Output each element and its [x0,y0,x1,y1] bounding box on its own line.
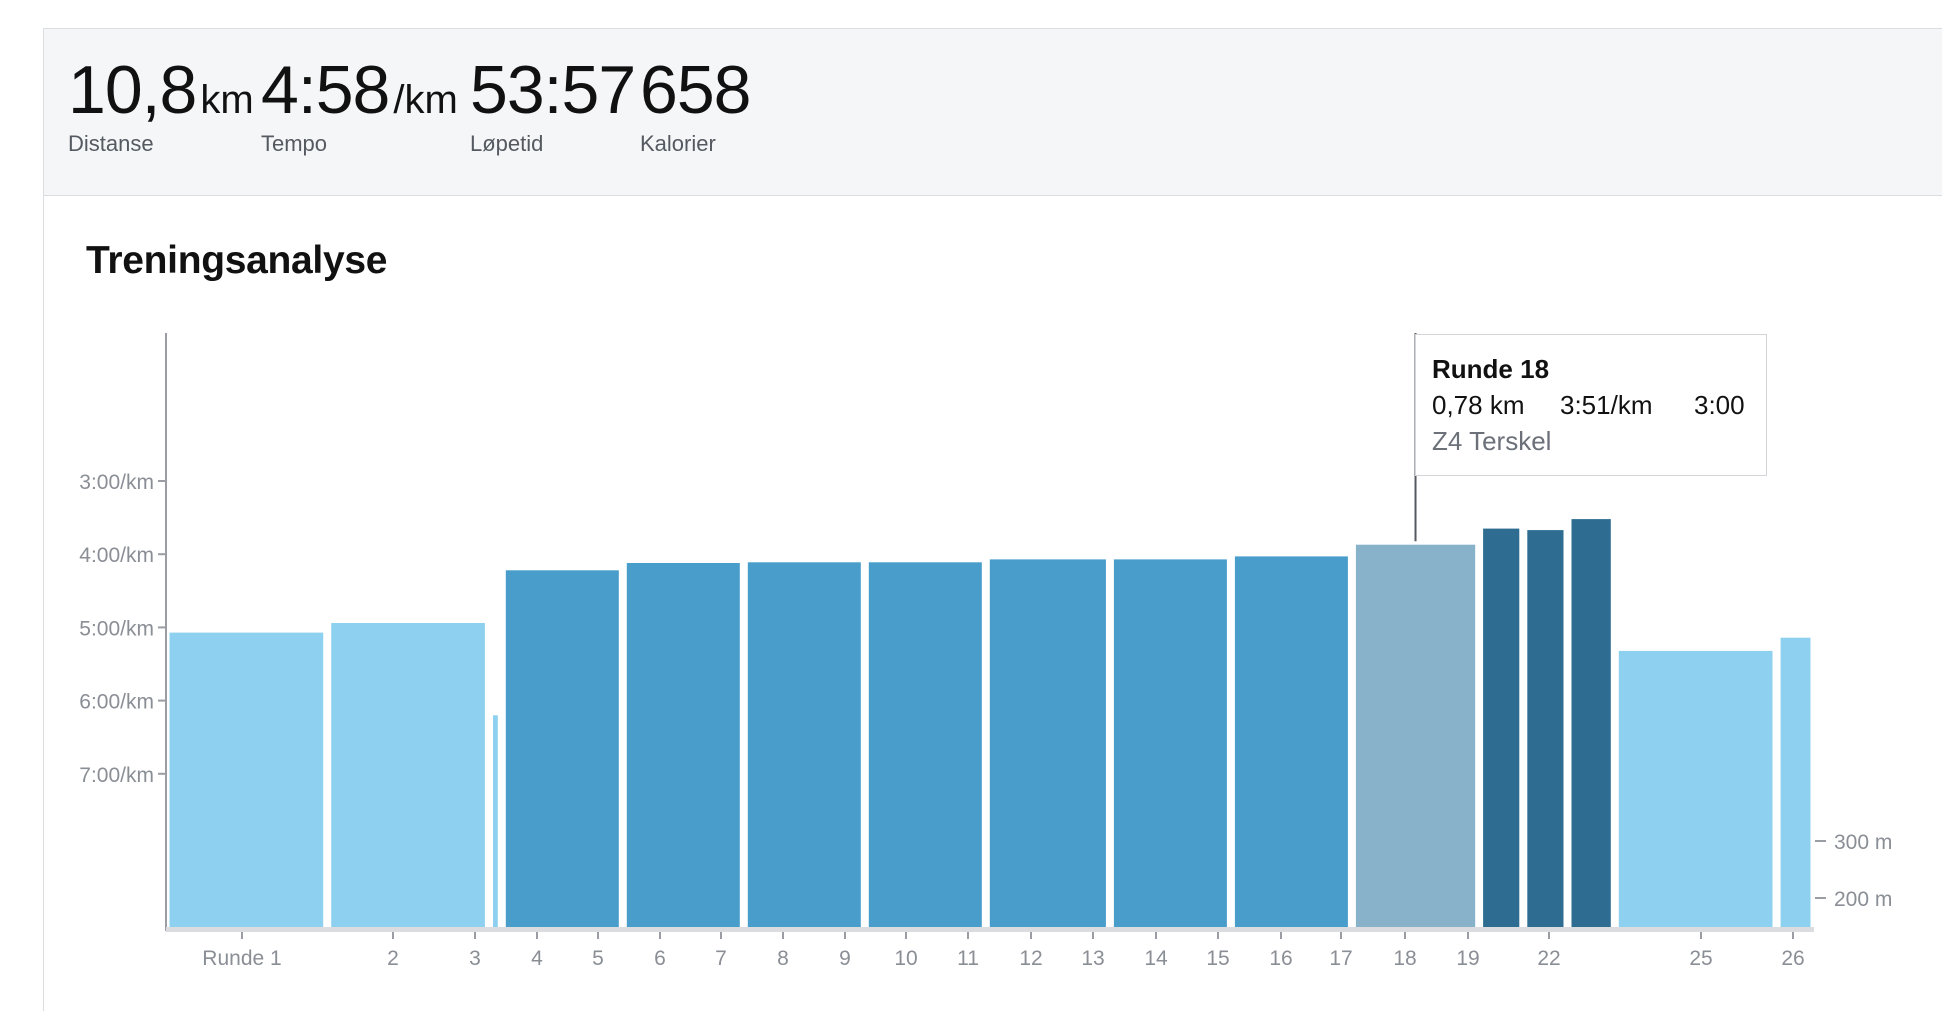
x-tick-label: 16 [1269,947,1292,970]
lap-bar-15[interactable] [1615,647,1776,931]
x-tick-label: 26 [1781,947,1804,970]
y-tick-label: 4:00/km [79,544,154,567]
tooltip-time: 3:00 [1694,390,1745,420]
distance-value: 10,8 [68,52,197,128]
x-tick-label: 17 [1329,947,1352,970]
stat-calories: 658 Kalorier [640,51,751,157]
stat-distance: 10,8 km Distanse [68,51,254,157]
distance-label: Distanse [68,131,154,156]
x-tick-label: Runde 1 [202,947,281,970]
x-tick-label: 5 [592,947,604,970]
y-tick-label: 7:00/km [79,764,154,787]
summary-stats: 10,8 km Distanse 4:58 /km Tempo 53:57 Lø… [44,29,1942,196]
x-tick-label: 3 [469,947,481,970]
lap-tooltip: Runde 18 0,78 km 3:51/km 3:00 Z4 Terskel [1415,334,1767,476]
calories-value: 658 [640,52,751,128]
x-tick-label: 19 [1456,947,1479,970]
stat-pace: 4:58 /km Tempo [261,51,458,157]
duration-label: Løpetid [470,131,544,156]
elevation-tick-label: 300 m [1834,831,1892,854]
x-tick-label: 15 [1206,947,1229,970]
lap-bar-14[interactable] [1568,516,1614,931]
lap-bar-13[interactable] [1524,527,1567,931]
x-tick-label: 13 [1081,947,1104,970]
lap-bar-16[interactable] [1777,634,1814,931]
distance-unit: km [200,78,254,122]
tooltip-zone: Z4 Terskel [1432,426,1552,456]
tooltip-distance: 0,78 km [1432,390,1525,420]
x-tick-label: 4 [531,947,543,970]
lap-bar-1[interactable] [166,629,327,931]
x-tick-label: 6 [654,947,666,970]
x-tick-label: 14 [1144,947,1168,970]
y-tick-label: 3:00/km [79,471,154,494]
x-tick-label: 11 [957,947,979,970]
pace-unit: /km [393,78,458,122]
lap-bar-12[interactable] [1480,525,1523,931]
x-axis-baseline [166,927,1814,932]
section-title: Treningsanalyse [86,239,388,282]
x-tick-label: 10 [894,947,917,970]
tooltip-title: Runde 18 [1432,354,1550,384]
lap-bar-5[interactable] [623,560,743,931]
x-tick-label: 2 [387,947,399,970]
tooltip-pace: 3:51/km [1560,390,1653,420]
duration-value: 53:57 [470,52,636,128]
x-tick-label: 9 [839,947,851,970]
lap-bar-11[interactable] [1352,541,1479,931]
chart-axes: 3:00/km 4:00/km 5:00/km 6:00/km 7:00/km 300 m… [79,333,1892,970]
lap-bar-6[interactable] [744,559,864,931]
x-tick-label: 8 [777,947,789,970]
calories-label: Kalorier [640,131,716,156]
lap-bar-8[interactable] [986,556,1109,931]
elevation-tick-label: 200 m [1834,888,1892,911]
x-tick-label: 12 [1019,947,1042,970]
lap-bar-4[interactable] [502,567,622,931]
x-tick-label: 25 [1689,947,1712,970]
y-tick-label: 6:00/km [79,691,154,714]
pace-value: 4:58 [261,52,390,128]
stat-duration: 53:57 Løpetid [470,51,636,157]
chart-bars [166,516,1814,931]
x-tick-label: 7 [715,947,727,970]
pace-label: Tempo [261,131,328,156]
lap-bar-10[interactable] [1231,553,1351,931]
lap-bar-7[interactable] [865,559,985,931]
y-tick-label: 5:00/km [79,617,154,640]
x-tick-label: 18 [1393,947,1416,970]
lap-bar-3[interactable] [490,712,501,931]
x-tick-label: 22 [1537,947,1560,970]
lap-bar-2[interactable] [328,620,488,931]
lap-bar-9[interactable] [1110,556,1230,931]
